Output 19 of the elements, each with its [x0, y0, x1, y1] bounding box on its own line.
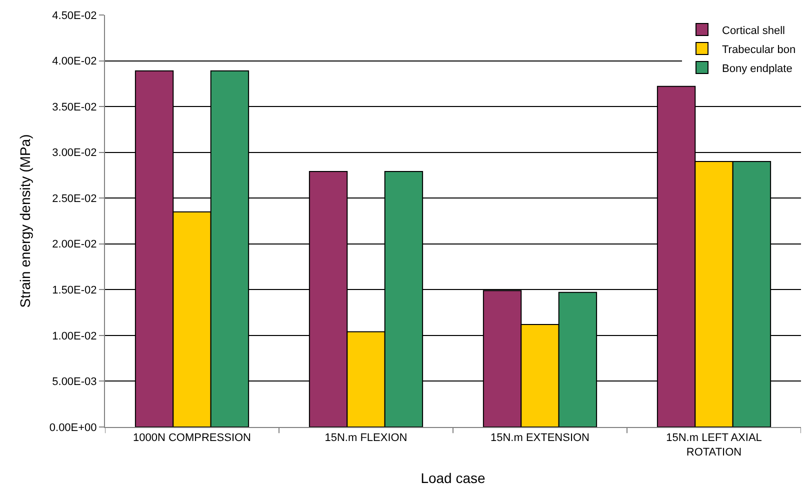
legend-label: Bony endplate — [722, 62, 792, 75]
y-tick-label: 3.00E-02 — [52, 147, 97, 160]
x-tick-label: 15N.m LEFT AXIAL ROTATION — [666, 432, 762, 458]
x-tick-label: 15N.m EXTENSION — [490, 432, 590, 444]
y-tick-label: 1.50E-02 — [52, 284, 97, 297]
x-tick-label: 1000N COMPRESSION — [133, 432, 252, 444]
y-tick-label: 0.00E+00 — [49, 422, 97, 434]
y-tick-label: 1.00E-02 — [52, 330, 97, 342]
legend-label: Trabecular bon — [722, 44, 796, 56]
y-tick-label: 2.00E-02 — [52, 238, 97, 251]
y-tick-label: 4.00E-02 — [52, 56, 97, 68]
y-tick-label: 4.50E-02 — [52, 10, 97, 22]
legend-label: Cortical shell — [722, 24, 785, 37]
y-axis-title: Strain energy density (MPa) — [16, 134, 33, 308]
y-tick-label: 3.50E-02 — [52, 101, 97, 114]
x-axis-title: Load case — [420, 470, 486, 486]
y-tick-label: 2.50E-02 — [52, 192, 97, 205]
y-tick-label: 5.00E-03 — [52, 376, 97, 388]
x-tick-label: 15N.m FLEXION — [324, 432, 408, 444]
